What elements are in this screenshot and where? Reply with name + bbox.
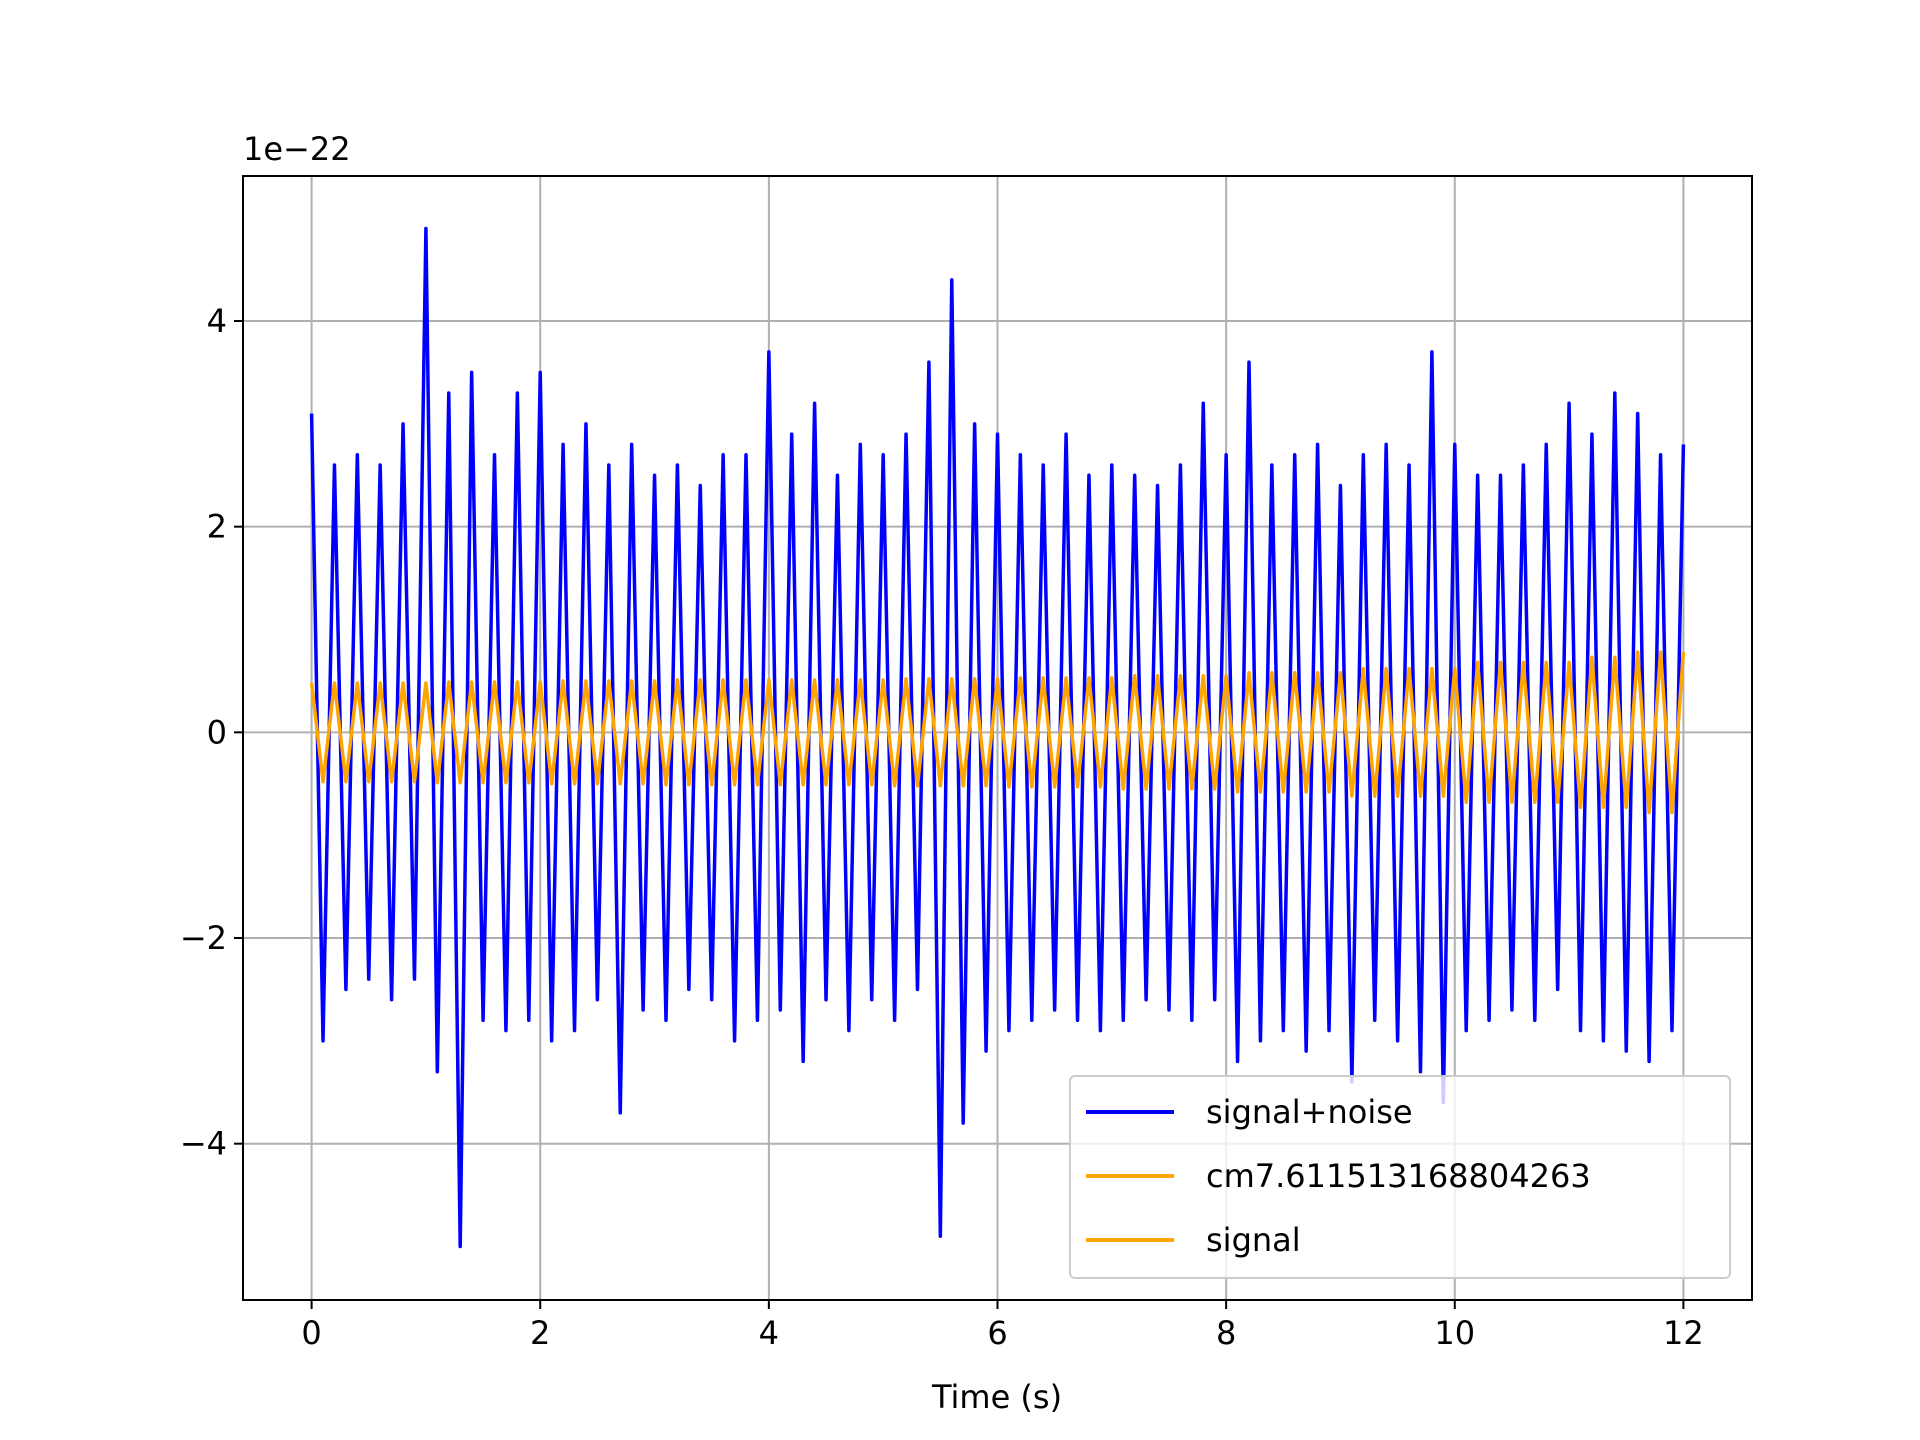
offset-text: 1e−22: [243, 130, 351, 168]
plot-area: [309, 226, 1686, 1249]
x-tick-label: 2: [530, 1314, 550, 1352]
y-tick-label: 4: [207, 302, 227, 340]
x-tick-label: 8: [1216, 1314, 1236, 1352]
legend-label: signal+noise: [1206, 1093, 1413, 1131]
y-tick-label: −2: [180, 919, 227, 957]
y-tick-label: 0: [207, 713, 227, 751]
legend-label: cm7.611513168804263: [1206, 1157, 1591, 1195]
legend-box: [1069, 1075, 1731, 1279]
series-line: [309, 226, 1686, 1249]
y-tick-label: −4: [180, 1125, 227, 1163]
legend: signal+noise cm7.611513168804263 signal: [1069, 1075, 1731, 1279]
x-tick-label: 10: [1434, 1314, 1475, 1352]
y-tick-label: 2: [207, 508, 227, 546]
x-axis-label: Time (s): [931, 1378, 1062, 1416]
x-tick-label: 0: [301, 1314, 321, 1352]
series-line: [309, 650, 1686, 815]
x-tick-label: 4: [759, 1314, 779, 1352]
x-tick-label: 6: [987, 1314, 1007, 1352]
legend-label: signal: [1206, 1221, 1301, 1259]
ticks: 0 2 4 6 8 10 12 −4 −2 0 2 4: [180, 302, 1704, 1352]
x-tick-label: 12: [1663, 1314, 1704, 1352]
